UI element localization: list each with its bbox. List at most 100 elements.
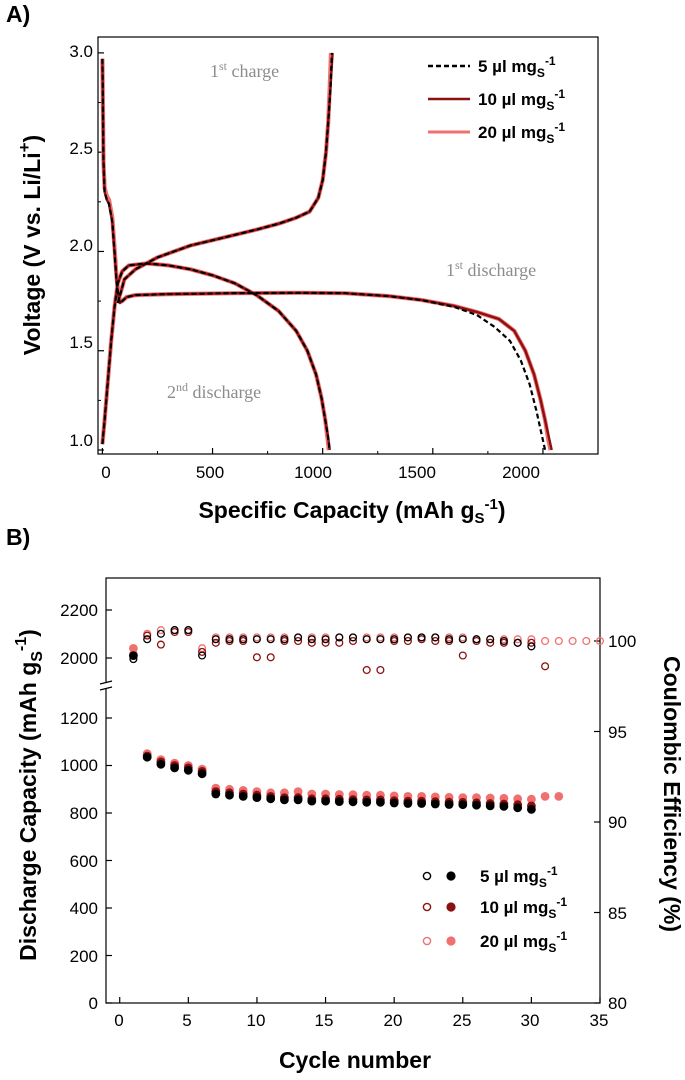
a-xtick-label: 500 [196, 463, 224, 482]
b-ytick-label: 800 [70, 804, 98, 823]
curve-first-discharge-series-1 [101, 58, 547, 451]
panel-b-frame [105, 577, 601, 1004]
panel-a-frame [97, 36, 599, 455]
ce-point-series-3 [595, 636, 605, 646]
b-xtick-label: 25 [453, 1011, 472, 1030]
capacity-point-series-1 [417, 799, 426, 808]
ce-point-series-1 [184, 626, 193, 635]
legend-marker-open-5 [422, 871, 432, 881]
b-y2tick-label: 100 [608, 632, 636, 651]
b-y2tick-label: 90 [608, 813, 627, 832]
ce-point-series-2 [266, 653, 275, 662]
ce-point-series-3 [568, 636, 577, 646]
ce-point-series-1 [376, 635, 385, 644]
panel-b-label: B) [6, 524, 30, 550]
capacity-point-series-1 [389, 798, 399, 808]
ce-point-series-1 [458, 635, 467, 644]
ce-point-series-1 [362, 635, 371, 644]
ce-point-series-1 [156, 629, 165, 638]
b-ytick-label: 0 [89, 994, 98, 1013]
ce-point-series-2 [403, 636, 412, 646]
ce-point-series-1 [513, 638, 522, 647]
ce-point-series-1 [486, 635, 495, 644]
ce-point-series-2 [348, 636, 358, 646]
capacity-point-series-1 [334, 797, 344, 806]
ce-point-series-2 [143, 631, 152, 640]
ce-point-series-2 [431, 636, 440, 646]
capacity-point-series-3 [129, 644, 138, 653]
a-xtick-label: 0 [101, 463, 110, 482]
annotation-first-discharge: 1st discharge [446, 258, 536, 280]
ce-point-series-1 [294, 633, 303, 642]
legend-b-label-20: 20 µl mgS-1 [480, 929, 567, 955]
capacity-point-series-1 [403, 799, 413, 808]
ce-point-series-1 [170, 626, 179, 635]
b-ytick-label: 600 [70, 852, 98, 871]
ce-point-series-1 [403, 633, 412, 642]
b-xtick-label: 0 [114, 1011, 123, 1030]
ce-point-series-1 [225, 635, 234, 644]
capacity-point-series-1 [183, 765, 193, 775]
b-xtick-label: 10 [247, 1011, 266, 1030]
a-ytick-label: 2.0 [69, 236, 93, 255]
legend-label-20: 20 µl mgS-1 [478, 120, 565, 146]
curve-second-discharge-series-1 [101, 262, 331, 451]
panel-b-legend: 5 µl mgS-1 10 µl mgS-1 20 µl mgS-1 [422, 864, 567, 955]
legend-marker-open-20 [422, 936, 432, 946]
capacity-point-series-1 [225, 790, 234, 800]
ce-point-series-2 [541, 662, 550, 671]
legend-label-10: 10 µl mgS-1 [478, 87, 565, 113]
a-ytick-label: 1.5 [69, 333, 93, 352]
capacity-point-series-1 [280, 795, 289, 805]
ce-point-series-2 [335, 638, 344, 647]
capacity-point-series-1 [376, 797, 385, 807]
ce-point-series-1 [211, 635, 220, 644]
ce-point-series-2 [252, 653, 261, 662]
legend-b-label-10: 10 µl mgS-1 [480, 895, 567, 921]
ce-point-series-2 [362, 665, 371, 675]
panel-b-ticks [106, 609, 601, 1004]
ce-point-series-1 [472, 635, 481, 644]
b-xtick-label: 30 [521, 1011, 540, 1030]
ce-point-series-1 [198, 651, 207, 660]
ce-point-series-2 [156, 640, 165, 649]
b-ytick-label: 2000 [60, 649, 98, 668]
capacity-point-series-3 [527, 794, 536, 804]
legend-marker-filled-10 [446, 902, 456, 912]
a-ytick-label: 1.0 [69, 431, 93, 450]
b-xtick-label: 20 [384, 1011, 403, 1030]
b-ytick-label: 1200 [60, 709, 98, 728]
b-xtick-label: 35 [590, 1011, 609, 1030]
a-xtick-label: 1500 [398, 463, 436, 482]
ce-point-series-2 [376, 665, 385, 675]
ce-point-series-1 [280, 635, 289, 644]
capacity-point-series-3 [540, 792, 550, 801]
ce-point-series-1 [417, 633, 426, 642]
capacity-point-series-1 [362, 797, 372, 807]
capacity-point-series-1 [170, 763, 180, 773]
capacity-point-series-1 [458, 800, 468, 810]
capacity-point-series-1 [307, 796, 317, 806]
axis-break-gap [100, 682, 112, 689]
ce-point-series-2 [527, 638, 536, 647]
capacity-point-series-1 [527, 805, 536, 814]
ce-point-series-1 [321, 635, 330, 644]
capacity-point-series-1 [129, 651, 138, 660]
b-ytick-label: 2200 [60, 601, 98, 620]
b-xtick-label: 15 [315, 1011, 334, 1030]
capacity-point-series-1 [266, 794, 276, 804]
a-ytick-label: 2.5 [69, 139, 93, 158]
b-ytick-label: 400 [70, 899, 98, 918]
panel-a-ticks [98, 52, 544, 454]
annotation-first-charge: 1st charge [210, 59, 279, 81]
ce-point-series-1 [307, 635, 316, 644]
b-y2tick-label: 85 [608, 904, 627, 923]
annotation-second-discharge: 2nd discharge [167, 380, 261, 402]
ce-point-series-1 [445, 635, 454, 644]
b-y2tick-label: 80 [608, 994, 627, 1013]
capacity-point-series-1 [211, 789, 221, 799]
legend-marker-filled-5 [446, 871, 456, 881]
axis-break-mark [99, 680, 113, 685]
